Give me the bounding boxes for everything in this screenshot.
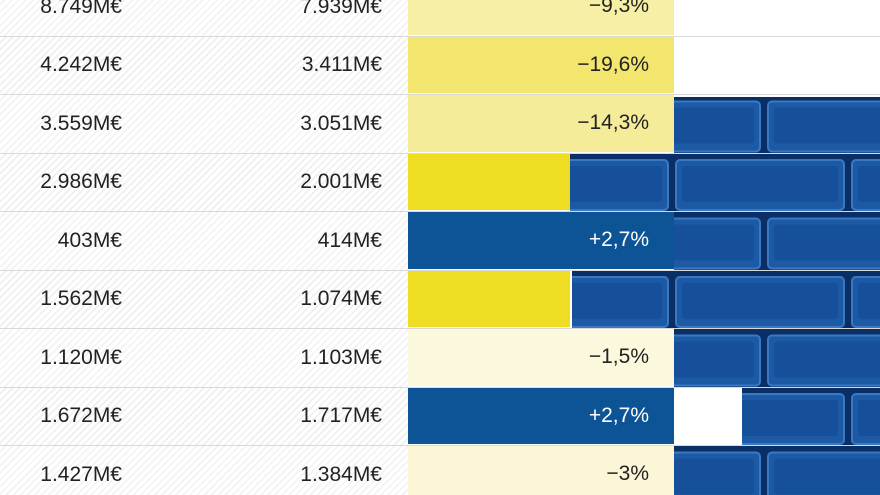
table-row: 1.427M€ 1.384M€ −3% bbox=[0, 446, 880, 495]
brick-texture bbox=[682, 166, 838, 202]
change-label: +2,7% bbox=[588, 228, 649, 252]
row-background bbox=[0, 387, 408, 445]
change-cell: +2,7% bbox=[408, 387, 674, 445]
table-row: 1.120M€ 1.103M€ −1,5% bbox=[0, 329, 880, 388]
brick bbox=[675, 159, 845, 211]
change-cell: +2,7% bbox=[408, 212, 674, 270]
row-background bbox=[0, 446, 408, 495]
brick-texture bbox=[774, 458, 880, 495]
value-col-1: 1.427M€ bbox=[40, 462, 122, 486]
change-label: +2,7% bbox=[588, 403, 649, 427]
table-row: 8.749M€ 7.939M€ −9,3% bbox=[0, 0, 880, 37]
change-cell: −9,3% bbox=[408, 0, 674, 36]
row-background bbox=[0, 95, 408, 153]
value-col-2: 3.051M€ bbox=[300, 111, 382, 135]
row-background bbox=[0, 212, 408, 270]
value-col-2: 414M€ bbox=[317, 228, 382, 252]
value-col-1: 8.749M€ bbox=[40, 0, 122, 18]
brick bbox=[767, 217, 880, 270]
change-cell: −1,5% bbox=[408, 329, 674, 387]
table-row: 403M€ 414M€ +2,7% bbox=[0, 212, 880, 271]
value-col-2: 7.939M€ bbox=[300, 0, 382, 18]
brick bbox=[851, 393, 880, 445]
brick-texture bbox=[570, 283, 662, 319]
value-col-1: 2.986M€ bbox=[40, 170, 122, 194]
value-col-2: 1.717M€ bbox=[300, 404, 382, 428]
change-cell bbox=[408, 153, 570, 211]
value-col-2: 1.384M€ bbox=[300, 462, 382, 486]
change-cell: −14,3% bbox=[408, 95, 674, 153]
brick bbox=[570, 276, 669, 328]
table-row: 1.562M€ 1.074M€ bbox=[0, 270, 880, 329]
brick bbox=[767, 334, 880, 387]
change-label: −9,3% bbox=[588, 0, 649, 18]
value-col-2: 2.001M€ bbox=[300, 170, 382, 194]
row-background bbox=[0, 0, 408, 36]
brick bbox=[851, 276, 880, 328]
row-background bbox=[0, 270, 408, 328]
value-col-1: 1.120M€ bbox=[40, 345, 122, 369]
value-col-2: 1.074M€ bbox=[300, 287, 382, 311]
value-col-1: 1.562M€ bbox=[40, 287, 122, 311]
brick bbox=[675, 276, 845, 328]
brick-texture bbox=[774, 107, 880, 144]
change-label: −14,3% bbox=[577, 111, 649, 135]
brick bbox=[767, 451, 880, 495]
value-col-1: 4.242M€ bbox=[40, 53, 122, 77]
table-row: 2.986M€ 2.001M€ bbox=[0, 153, 880, 212]
change-label: −19,6% bbox=[577, 52, 649, 76]
change-cell: −19,6% bbox=[408, 36, 674, 94]
row-background bbox=[0, 153, 408, 211]
table-row: 4.242M€ 3.411M€ −19,6% bbox=[0, 36, 880, 95]
value-col-2: 3.411M€ bbox=[301, 53, 382, 77]
change-label: −1,5% bbox=[588, 345, 649, 369]
change-cell: −3% bbox=[408, 446, 674, 495]
table-row: 1.672M€ 1.717M€ +2,7% bbox=[0, 387, 880, 446]
brick-texture bbox=[682, 283, 838, 319]
brick bbox=[851, 159, 880, 211]
value-col-2: 1.103M€ bbox=[300, 345, 382, 369]
table-row: 3.559M€ 3.051M€ −14,3% bbox=[0, 95, 880, 154]
row-background bbox=[0, 329, 408, 387]
brick bbox=[767, 100, 880, 153]
value-col-1: 1.672M€ bbox=[40, 404, 122, 428]
change-cell bbox=[408, 270, 570, 328]
change-label: −3% bbox=[606, 462, 649, 486]
brick bbox=[570, 159, 669, 211]
brick-texture bbox=[774, 224, 880, 261]
row-background bbox=[0, 36, 408, 94]
value-col-1: 403M€ bbox=[57, 228, 122, 252]
value-col-1: 3.559M€ bbox=[40, 111, 122, 135]
white-patch bbox=[674, 387, 742, 445]
brick-texture bbox=[570, 166, 662, 202]
brick-texture bbox=[774, 341, 880, 378]
